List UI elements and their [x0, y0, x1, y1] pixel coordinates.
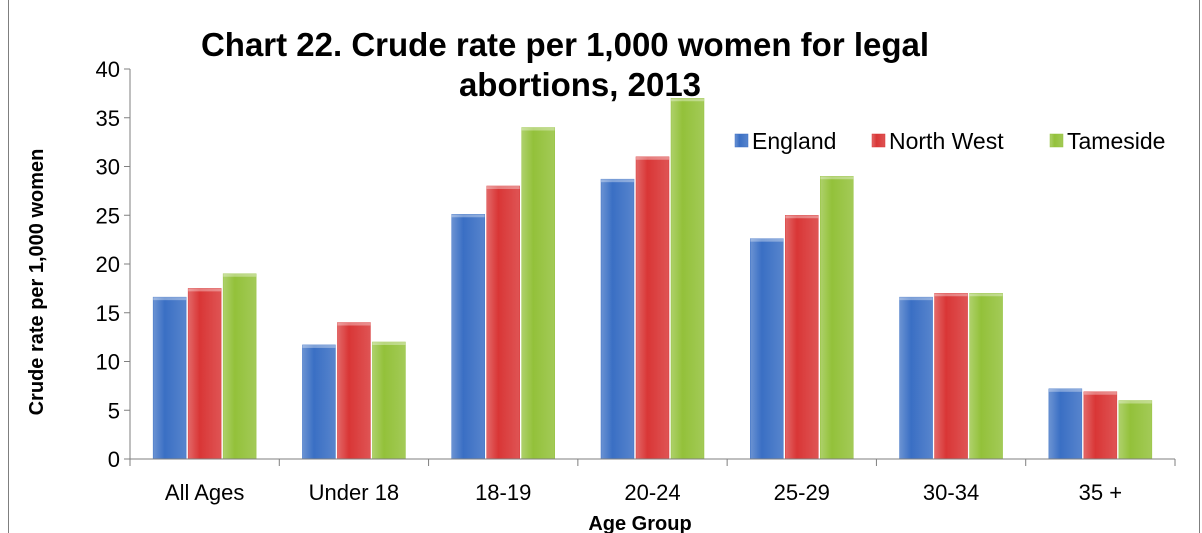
- bars-layer: [152, 98, 1153, 460]
- bar-north-west-under-18: [337, 322, 371, 460]
- x-tick-label-18-19: 18-19: [475, 480, 531, 505]
- bar-top-highlight: [521, 127, 555, 131]
- bar-tameside-20-24: [670, 98, 705, 460]
- bar-top-highlight: [302, 344, 336, 348]
- axes-layer: 0 5 10 15 20 25 30 35 40 All Ages Under 18 18-19 20-…: [96, 57, 1176, 505]
- y-tick-label: 35: [96, 106, 120, 131]
- legend-label-england: England: [752, 128, 836, 154]
- y-tick-label: 10: [96, 350, 120, 375]
- bar-north-west-18-19: [486, 185, 520, 460]
- x-tick-label-35: 35 +: [1079, 480, 1122, 505]
- bar-tameside-under-18: [372, 341, 406, 460]
- legend-label-north-west: North West: [889, 128, 1004, 154]
- x-axis-title: Age Group: [588, 513, 691, 533]
- y-tick-label: 30: [96, 155, 120, 180]
- bar-top-highlight: [671, 98, 704, 102]
- x-tick-label-20-24: 20-24: [624, 480, 680, 505]
- bar-top-highlight: [969, 293, 1003, 297]
- x-tick-label-under-18: Under 18: [309, 480, 400, 505]
- bar-tameside-35: [1118, 400, 1153, 460]
- bar-top-highlight: [1083, 391, 1117, 395]
- bar-top-highlight: [153, 297, 187, 301]
- bar-england-18-19: [451, 214, 485, 460]
- bar-top-highlight: [451, 214, 485, 218]
- bar-top-highlight: [1118, 400, 1152, 404]
- bar-top-highlight: [188, 288, 222, 292]
- bar-tameside-30-34: [969, 293, 1003, 460]
- bar-top-highlight: [636, 156, 669, 160]
- chart-frame: [8, 0, 1200, 533]
- y-tick-label: 20: [96, 252, 120, 277]
- bar-england-30-34: [899, 296, 933, 460]
- bar-tameside-25-29: [820, 176, 854, 460]
- y-tick-label: 25: [96, 203, 120, 228]
- bar-top-highlight: [372, 342, 406, 345]
- y-tick-label: 15: [96, 301, 120, 326]
- bar-top-highlight: [934, 293, 968, 297]
- x-tick-label-30-34: 30-34: [923, 480, 979, 505]
- bar-top-highlight: [601, 179, 634, 183]
- bar-top-highlight: [750, 238, 784, 242]
- bar-top-highlight: [1048, 388, 1082, 392]
- y-tick-label: 0: [108, 447, 120, 472]
- bar-top-highlight: [899, 297, 933, 301]
- chart-title-line-2: abortions, 2013: [459, 66, 701, 103]
- legend-swatch-england: [734, 133, 749, 148]
- x-tick-label-all-ages: All Ages: [165, 480, 245, 505]
- y-tick-label: 5: [108, 398, 120, 423]
- y-axis-title: Crude rate per 1,000 women: [26, 149, 48, 416]
- legend-label-tameside: Tameside: [1067, 128, 1165, 154]
- legend-swatch-north-west: [871, 133, 886, 148]
- bar-north-west-25-29: [785, 215, 819, 460]
- bar-england-35: [1048, 388, 1083, 460]
- y-tick-label: 40: [96, 57, 120, 82]
- bar-england-25-29: [750, 238, 784, 460]
- bar-england-20-24: [600, 178, 635, 460]
- bar-top-highlight: [820, 176, 854, 180]
- bar-north-west-35: [1083, 391, 1118, 460]
- bar-north-west-30-34: [934, 293, 968, 460]
- bar-england-under-18: [302, 344, 336, 460]
- legend: England North West Tameside: [734, 128, 1165, 154]
- bar-tameside-all-ages: [222, 273, 257, 460]
- bar-england-all-ages: [152, 296, 187, 460]
- bar-tameside-18-19: [521, 127, 555, 460]
- bar-north-west-all-ages: [187, 288, 222, 460]
- x-tick-label-25-29: 25-29: [774, 480, 830, 505]
- bar-top-highlight: [337, 322, 371, 326]
- bar-top-highlight: [486, 186, 520, 189]
- legend-swatch-tameside: [1049, 133, 1064, 148]
- bar-north-west-20-24: [635, 156, 670, 460]
- bar-top-highlight: [785, 215, 819, 219]
- bar-top-highlight: [223, 273, 257, 277]
- chart-title-line-1: Chart 22. Crude rate per 1,000 women for…: [201, 26, 929, 63]
